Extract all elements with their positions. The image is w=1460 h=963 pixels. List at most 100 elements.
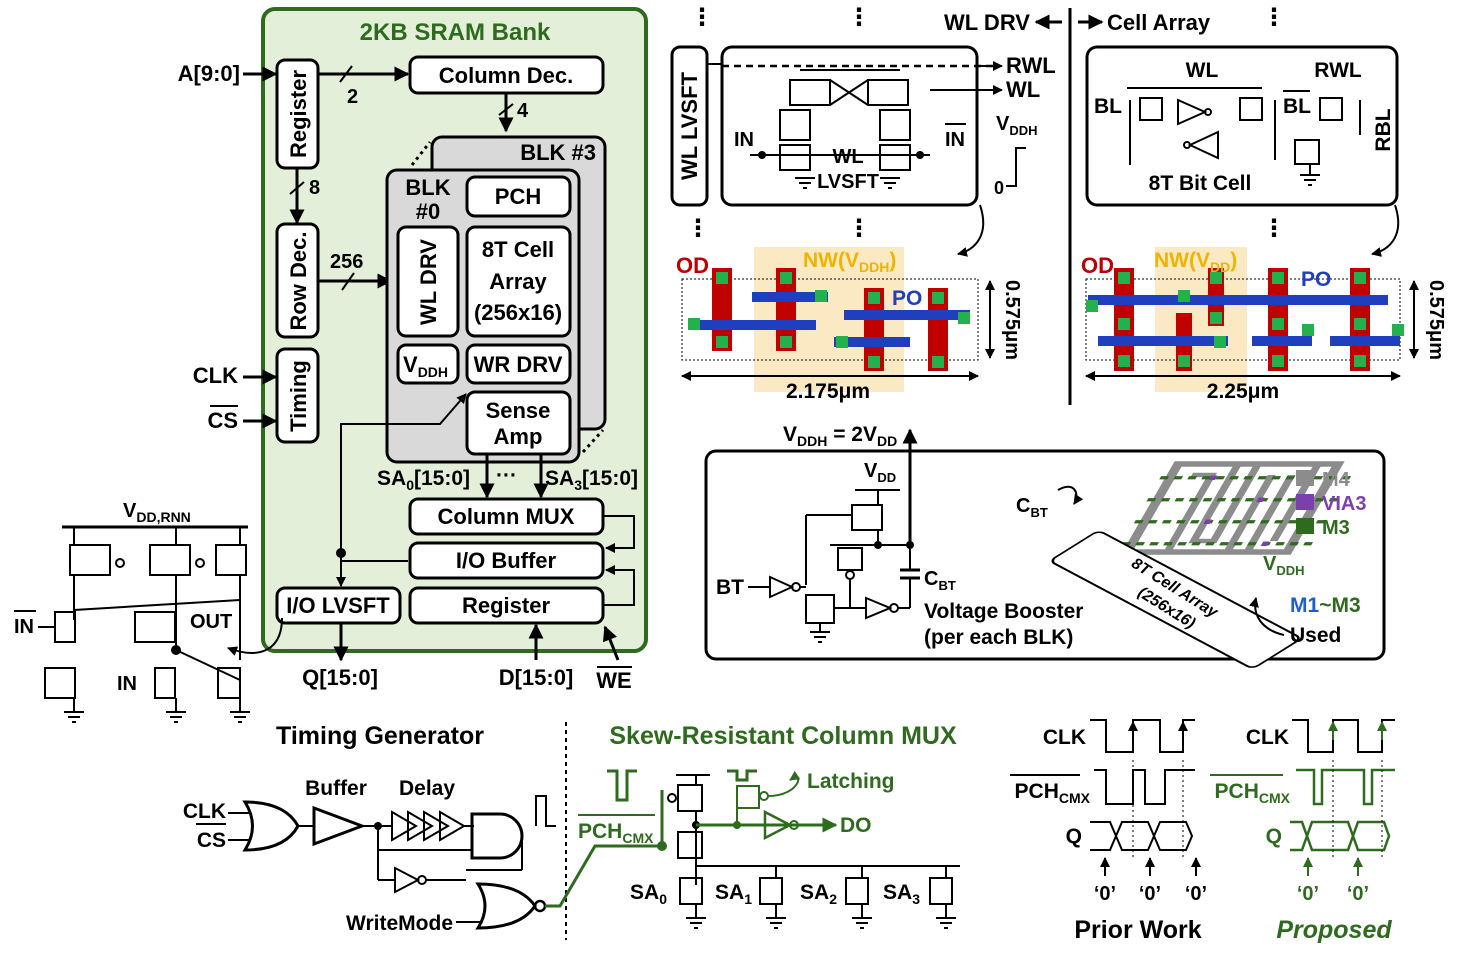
layout-left-boundary bbox=[681, 278, 979, 361]
wl-vddh-label: VDDH bbox=[996, 113, 1038, 138]
wl-inner-label-1: WL bbox=[832, 146, 863, 168]
od-left-1 bbox=[712, 268, 732, 351]
sa0-bus-label: SA0[15:0] bbox=[377, 467, 470, 493]
od-left-label: OD bbox=[676, 253, 709, 278]
prior-zero-1: ‘0’ bbox=[1094, 883, 1116, 905]
lvsft-out-label: OUT bbox=[190, 611, 232, 633]
wl-zero-label: 0 bbox=[994, 178, 1004, 198]
legend-m3-swatch bbox=[1296, 518, 1314, 534]
po-left-label: PO bbox=[892, 287, 922, 310]
bus-width-2: 2 bbox=[347, 86, 358, 108]
column-decoder-label: Column Dec. bbox=[439, 63, 573, 88]
wr-drv-label: WR DRV bbox=[474, 352, 563, 377]
or-gate bbox=[242, 800, 300, 852]
layout-right-boundary bbox=[1085, 278, 1401, 361]
and-gate bbox=[470, 812, 524, 860]
po-left-3 bbox=[844, 310, 970, 320]
wl-drv-block bbox=[396, 225, 460, 338]
cell-array-block bbox=[465, 225, 572, 338]
io-lvsft-label: I/O LVSFT bbox=[286, 593, 390, 618]
legend-m4-swatch bbox=[1296, 470, 1314, 486]
po-right-3 bbox=[1252, 336, 1312, 346]
delay-chain bbox=[391, 810, 466, 842]
blk3-label: BLK #3 bbox=[520, 140, 596, 165]
colmux-do-label: DO bbox=[840, 814, 872, 837]
we-input-label: WE bbox=[596, 668, 631, 693]
cell-array-tile bbox=[1051, 531, 1300, 668]
wl-rwl-label: RWL bbox=[1006, 53, 1056, 78]
wr-drv-block bbox=[465, 343, 572, 385]
bitcell-rbl-label: RBL bbox=[1372, 108, 1395, 151]
bus-width-8: 8 bbox=[309, 177, 320, 199]
booster-vddh-eq: VDDH = 2VDD bbox=[783, 423, 897, 449]
po-right-1 bbox=[1088, 295, 1388, 305]
vddh-block-label: VDDH bbox=[403, 352, 448, 380]
lvsft-supply-label: VDD,RNN bbox=[123, 500, 191, 525]
buffer-gate bbox=[312, 805, 367, 847]
prior-q-label: Q bbox=[1066, 825, 1082, 848]
bitcell-rwl-label: RWL bbox=[1314, 59, 1362, 82]
timing-cs-label: CS bbox=[197, 829, 226, 852]
lvsft-schematic: VDD,RNN IN OUT IN bbox=[14, 500, 283, 723]
wl-lvsft-detail-block bbox=[720, 45, 979, 207]
sense-amp-line2: Amp bbox=[494, 424, 543, 449]
wl-lvsft-side-block bbox=[670, 45, 709, 207]
cell-array-header: Cell Array bbox=[1107, 10, 1211, 35]
register2-label: Register bbox=[462, 593, 550, 618]
q-output-label: Q[15:0] bbox=[302, 665, 378, 690]
prior-zero-3: ‘0’ bbox=[1185, 883, 1207, 905]
wl-wl-label: WL bbox=[1006, 77, 1040, 102]
blk0-number: #0 bbox=[416, 199, 440, 224]
sense-amp-block bbox=[465, 390, 572, 456]
column-mux-schematic: Skew-Resistant Column MUX PCHCMX DO Latc… bbox=[545, 722, 960, 929]
voltage-booster: VDDH = 2VDD VDD CBT BT Voltage Booster bbox=[704, 423, 1386, 668]
addr-input-label: A[9:0] bbox=[178, 61, 240, 86]
column-mux-label: Column MUX bbox=[438, 504, 575, 529]
bitcell-bl-label: BL bbox=[1094, 95, 1122, 118]
po-left-2 bbox=[690, 320, 816, 330]
colmux-sa3-label: SA3 bbox=[883, 881, 920, 907]
bitcell-block bbox=[1085, 45, 1399, 207]
po-left-1 bbox=[752, 292, 828, 302]
booster-cbt-cap-label: CBT bbox=[1016, 495, 1048, 520]
nw-left-label: NW(VDDH) bbox=[803, 249, 896, 275]
cell-dots-2: ⋮ bbox=[1262, 215, 1286, 242]
lvsft-in-bar-label: IN bbox=[14, 616, 34, 638]
wl-dots-1: ⋮ bbox=[690, 4, 714, 31]
po-left-4 bbox=[834, 337, 910, 347]
wl-drv-header: WL DRV bbox=[944, 10, 1030, 35]
nw-region-right bbox=[1155, 247, 1247, 392]
colmux-sa1-label: SA1 bbox=[715, 881, 752, 907]
clk-input-label: CLK bbox=[193, 363, 238, 388]
lvsft-in-label: IN bbox=[117, 673, 137, 695]
bitcell-blb-label: BL bbox=[1283, 95, 1311, 118]
legend-m3: M3 bbox=[1322, 517, 1350, 539]
booster-vddh-label: VDDH bbox=[1263, 553, 1305, 578]
sa3-bus-label: SA3[15:0] bbox=[545, 467, 638, 493]
legend-m4: M4 bbox=[1322, 469, 1351, 491]
od-right-label: OD bbox=[1081, 253, 1114, 278]
colmux-sa2-label: SA2 bbox=[800, 881, 837, 907]
wl-in-label: IN bbox=[734, 129, 754, 151]
wl-panel: ⋮ ⋮ ⋮ ⋮ ⋮ ⋮ WL DRV Cell Array WL LVSFT R… bbox=[670, 4, 1286, 405]
booster-caption-2: (per each BLK) bbox=[924, 626, 1073, 649]
booster-caption-1: Voltage Booster bbox=[924, 600, 1083, 623]
layout-right-width: 2.25μm bbox=[1207, 380, 1279, 403]
prior-zero-2: ‘0’ bbox=[1139, 883, 1161, 905]
wl-dots-4: ⋮ bbox=[847, 215, 871, 242]
writemode-label: WriteMode bbox=[346, 912, 453, 935]
layout-left-width: 2.175μm bbox=[786, 380, 870, 403]
booster-cbt-label: CBT bbox=[924, 568, 956, 593]
wl-lvsft-vertical-label: WL LVSFT bbox=[677, 71, 702, 180]
timing-label: Timing bbox=[286, 360, 311, 432]
colmux-pch-label: PCHCMX bbox=[578, 820, 654, 846]
colmux-sa0-label: SA0 bbox=[630, 881, 667, 907]
sa-dots: ··· bbox=[496, 464, 517, 487]
bank-title: 2KB SRAM Bank bbox=[360, 19, 551, 46]
proposed-zero-1: ‘0’ bbox=[1297, 883, 1319, 905]
prior-clk-label: CLK bbox=[1043, 726, 1086, 749]
od-left-2 bbox=[776, 268, 796, 351]
legend-via3-swatch bbox=[1296, 494, 1314, 510]
booster-bt-label: BT bbox=[716, 576, 744, 599]
